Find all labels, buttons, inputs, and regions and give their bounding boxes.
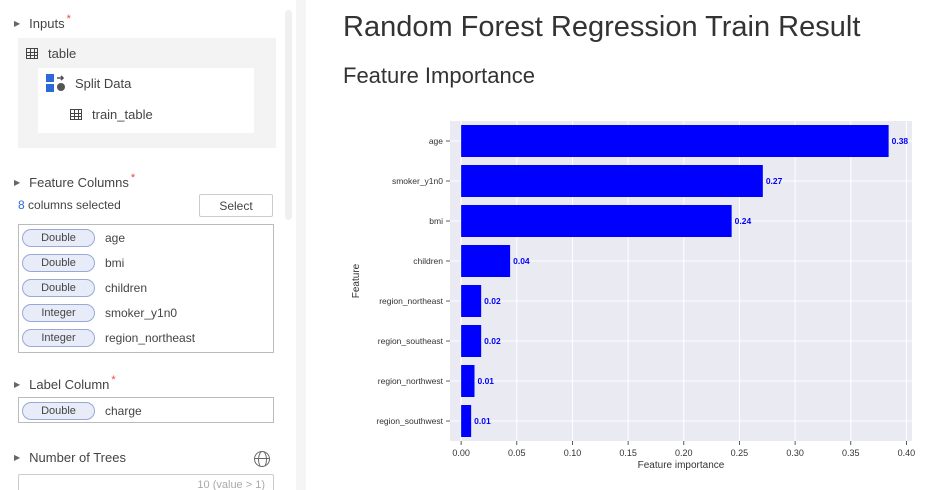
y-axis-label: Feature (351, 263, 362, 298)
type-badge: Double (22, 401, 95, 420)
inputs-label: Inputs (29, 16, 65, 31)
x-tick-label: 0.35 (842, 448, 860, 458)
data-label: 0.04 (513, 256, 530, 266)
tree-item-split-data[interactable]: Split Data (46, 74, 131, 92)
type-badge: Double (22, 253, 95, 272)
feature-importance-chart: 0.00 0.05 0.10 0.15 0.20 0.25 0.30 0.35 0.40 age 0… (351, 121, 916, 471)
type-badge: Integer (22, 303, 95, 322)
settings-panel: ▶ Inputs * table Split Data train_table … (0, 0, 296, 490)
bar (461, 325, 482, 357)
y-tick-label: smoker_y1n0 (392, 176, 443, 186)
y-tick-label: age (429, 136, 443, 146)
y-tick-label: bmi (429, 216, 443, 226)
data-label: 0.02 (484, 336, 501, 346)
y-tick-label: region_northeast (379, 296, 443, 306)
data-label: 0.38 (892, 136, 909, 146)
split-data-icon (46, 74, 65, 92)
column-name: age (105, 230, 126, 245)
y-tick-label: region_southwest (376, 416, 443, 426)
caret-right-icon: ▶ (14, 380, 21, 389)
feature-columns-header[interactable]: ▶ Feature Columns * (14, 171, 136, 191)
columns-selected-count: 8 columns selected (18, 198, 121, 212)
panel-scrollbar[interactable] (285, 10, 292, 220)
table-label: table (48, 46, 77, 61)
bar (461, 365, 475, 397)
data-label: 0.02 (484, 296, 501, 306)
y-tick-label: children (413, 256, 443, 266)
column-name: region_northeast (105, 330, 196, 345)
bar (461, 205, 732, 237)
column-item[interactable]: Double age (22, 228, 125, 247)
data-label: 0.01 (474, 416, 491, 426)
number-of-trees-header[interactable]: ▶ Number of Trees (14, 450, 126, 465)
column-item[interactable]: Integer region_northeast (22, 328, 195, 347)
data-label: 0.24 (735, 216, 752, 226)
type-badge: Double (22, 278, 95, 297)
selected-count-suffix: columns selected (28, 198, 121, 212)
tree-item-train-table[interactable]: train_table (70, 107, 153, 122)
column-item[interactable]: Double children (22, 278, 147, 297)
required-mark: * (66, 12, 71, 25)
y-tick-label: region_southeast (378, 336, 444, 346)
x-axis-label: Feature importance (638, 460, 725, 471)
feature-columns-label: Feature Columns (29, 175, 129, 190)
y-tick-label: region_northwest (378, 376, 444, 386)
feature-columns-list[interactable]: Double age Double bmi Double children In… (18, 224, 274, 353)
split-data-node (38, 68, 254, 133)
selected-count: 8 (18, 198, 25, 212)
data-label: 0.27 (766, 176, 783, 186)
required-mark: * (130, 171, 136, 184)
bar (461, 125, 889, 157)
x-tick-label: 0.00 (452, 448, 470, 458)
number-of-trees-label: Number of Trees (29, 450, 126, 465)
x-tick-label: 0.05 (508, 448, 526, 458)
label-column-header[interactable]: ▶ Label Column * (14, 373, 116, 393)
column-item[interactable]: Double charge (22, 401, 142, 420)
bar (461, 285, 482, 317)
column-name: smoker_y1n0 (105, 305, 178, 320)
x-tick-label: 0.30 (786, 448, 804, 458)
type-badge: Double (22, 228, 95, 247)
result-title: Random Forest Regression Train Result (343, 11, 861, 43)
globe-icon[interactable] (254, 451, 270, 467)
column-name: charge (105, 403, 142, 418)
x-tick-label: 0.20 (675, 448, 693, 458)
result-panel: Random Forest Regression Train Result Fe… (306, 0, 936, 490)
column-name: children (105, 280, 148, 295)
table-icon (26, 48, 38, 59)
x-tick-label: 0.40 (898, 448, 916, 458)
bar (461, 165, 763, 197)
caret-right-icon: ▶ (14, 453, 21, 462)
type-badge: Integer (22, 328, 95, 347)
column-item[interactable]: Integer smoker_y1n0 (22, 303, 177, 322)
column-item[interactable]: Double bmi (22, 253, 124, 272)
label-column-field[interactable]: Double charge (18, 397, 274, 423)
caret-right-icon: ▶ (14, 178, 21, 187)
x-tick-label: 0.25 (731, 448, 749, 458)
number-of-trees-input[interactable]: 10 (value > 1) (18, 474, 274, 490)
section-title: Feature Importance (343, 63, 535, 88)
train-table-label: train_table (92, 107, 153, 122)
select-columns-button[interactable]: Select (199, 194, 273, 217)
caret-right-icon: ▶ (14, 19, 21, 28)
data-label: 0.01 (477, 376, 494, 386)
x-tick-label: 0.10 (564, 448, 582, 458)
tree-item-table[interactable]: table (26, 46, 76, 61)
inputs-header[interactable]: ▶ Inputs * (14, 12, 71, 32)
bar (461, 245, 511, 277)
x-tick-label: 0.15 (619, 448, 637, 458)
column-name: bmi (105, 255, 125, 270)
table-icon (70, 109, 82, 120)
bar (461, 405, 472, 437)
panel-divider (296, 0, 306, 490)
label-column-label: Label Column (29, 377, 110, 392)
required-mark: * (111, 373, 116, 386)
split-data-label: Split Data (75, 75, 132, 91)
